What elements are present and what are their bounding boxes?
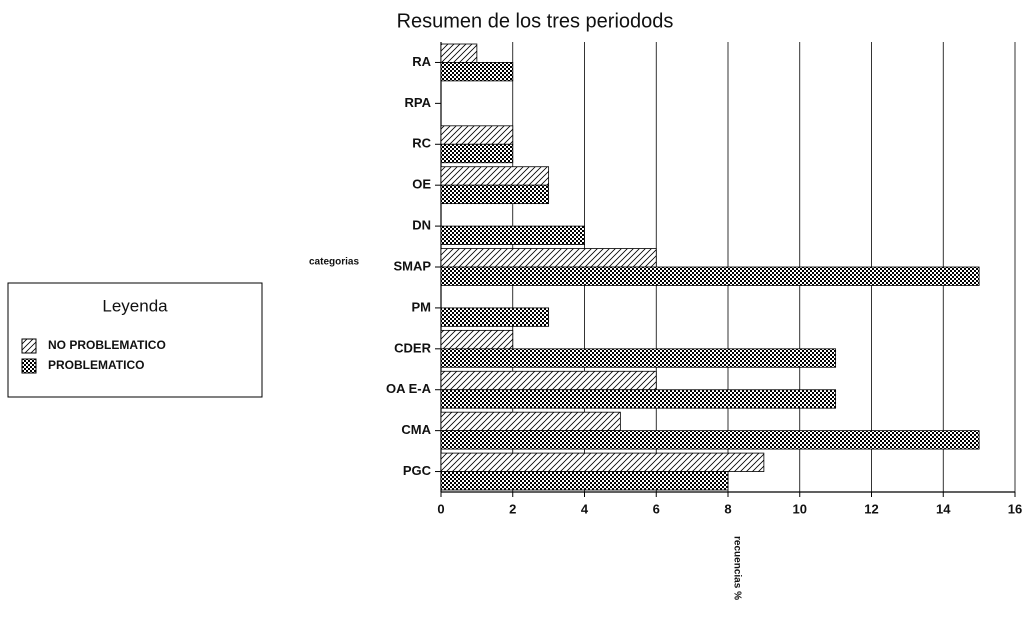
- bar: [440, 348, 837, 368]
- bar: [440, 266, 980, 286]
- y-tick-label: RC: [412, 136, 431, 151]
- bar: [440, 166, 550, 186]
- x-tick-label: 8: [724, 501, 731, 516]
- bar: [440, 307, 550, 327]
- y-tick-label: PM: [412, 299, 432, 314]
- bar: [440, 329, 514, 350]
- y-tick-label: OE: [412, 177, 431, 192]
- x-tick-label: 2: [509, 501, 516, 516]
- x-tick-label: 16: [1008, 501, 1022, 516]
- y-tick-label: CDER: [394, 340, 431, 355]
- x-tick-label: 0: [437, 501, 444, 516]
- y-tick-label: PGC: [403, 463, 432, 478]
- bar: [440, 248, 657, 268]
- legend-swatch: [21, 338, 37, 354]
- legend-swatch: [21, 358, 37, 374]
- x-tick-label: 10: [793, 501, 807, 516]
- y-tick-label: RA: [412, 54, 431, 69]
- legend-label: PROBLEMATICO: [48, 358, 144, 372]
- bar: [440, 370, 657, 391]
- x-axis-label: recuencias %: [731, 536, 742, 600]
- bar: [440, 389, 837, 409]
- bar: [440, 62, 514, 82]
- x-tick-label: 6: [653, 501, 660, 516]
- legend-label: NO PROBLEMATICO: [48, 338, 166, 352]
- y-tick-label: OA E-A: [386, 381, 432, 396]
- bar: [440, 43, 478, 63]
- bar: [440, 452, 765, 472]
- bar: [440, 184, 550, 205]
- x-tick-label: 4: [581, 501, 589, 516]
- bar: [440, 411, 621, 432]
- bar: [440, 430, 980, 450]
- y-tick-label: CMA: [401, 422, 431, 437]
- bar: [440, 125, 514, 145]
- bar: [440, 225, 585, 245]
- y-tick-label: DN: [412, 218, 431, 233]
- y-tick-label: SMAP: [393, 258, 431, 273]
- x-tick-label: 12: [864, 501, 878, 516]
- x-tick-label: 14: [936, 501, 951, 516]
- y-axis-label: categorias: [309, 257, 359, 268]
- legend-box: [7, 282, 263, 398]
- bar: [440, 143, 514, 164]
- bar: [440, 471, 729, 491]
- legend-title: Leyenda: [102, 296, 168, 315]
- chart-title: Resumen de los tres periodods: [397, 10, 674, 32]
- y-tick-label: RPA: [405, 95, 432, 110]
